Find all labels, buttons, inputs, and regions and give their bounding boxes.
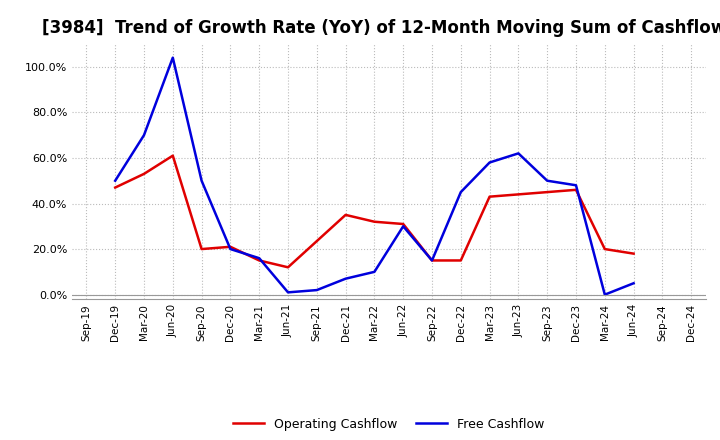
Free Cashflow xyxy=(514,151,523,156)
Line: Operating Cashflow: Operating Cashflow xyxy=(115,156,634,268)
Free Cashflow xyxy=(111,178,120,183)
Operating Cashflow xyxy=(168,153,177,158)
Operating Cashflow xyxy=(543,190,552,195)
Operating Cashflow xyxy=(255,258,264,263)
Operating Cashflow xyxy=(370,219,379,224)
Operating Cashflow xyxy=(140,171,148,176)
Operating Cashflow xyxy=(197,246,206,252)
Operating Cashflow xyxy=(399,221,408,227)
Operating Cashflow xyxy=(341,212,350,217)
Operating Cashflow xyxy=(629,251,638,256)
Operating Cashflow xyxy=(514,192,523,197)
Operating Cashflow xyxy=(226,244,235,249)
Line: Free Cashflow: Free Cashflow xyxy=(115,58,634,295)
Free Cashflow xyxy=(456,190,465,195)
Free Cashflow xyxy=(255,256,264,261)
Free Cashflow xyxy=(341,276,350,281)
Operating Cashflow xyxy=(600,246,609,252)
Legend: Operating Cashflow, Free Cashflow: Operating Cashflow, Free Cashflow xyxy=(228,413,550,436)
Title: [3984]  Trend of Growth Rate (YoY) of 12-Month Moving Sum of Cashflows: [3984] Trend of Growth Rate (YoY) of 12-… xyxy=(42,19,720,37)
Free Cashflow xyxy=(370,269,379,275)
Free Cashflow xyxy=(543,178,552,183)
Free Cashflow xyxy=(600,292,609,297)
Free Cashflow xyxy=(312,287,321,293)
Free Cashflow xyxy=(572,183,580,188)
Free Cashflow xyxy=(226,246,235,252)
Operating Cashflow xyxy=(428,258,436,263)
Free Cashflow xyxy=(197,178,206,183)
Free Cashflow xyxy=(284,290,292,295)
Free Cashflow xyxy=(140,132,148,138)
Operating Cashflow xyxy=(111,185,120,190)
Operating Cashflow xyxy=(456,258,465,263)
Operating Cashflow xyxy=(485,194,494,199)
Free Cashflow xyxy=(629,281,638,286)
Free Cashflow xyxy=(399,224,408,229)
Free Cashflow xyxy=(428,258,436,263)
Free Cashflow xyxy=(485,160,494,165)
Free Cashflow xyxy=(168,55,177,60)
Operating Cashflow xyxy=(284,265,292,270)
Operating Cashflow xyxy=(572,187,580,192)
